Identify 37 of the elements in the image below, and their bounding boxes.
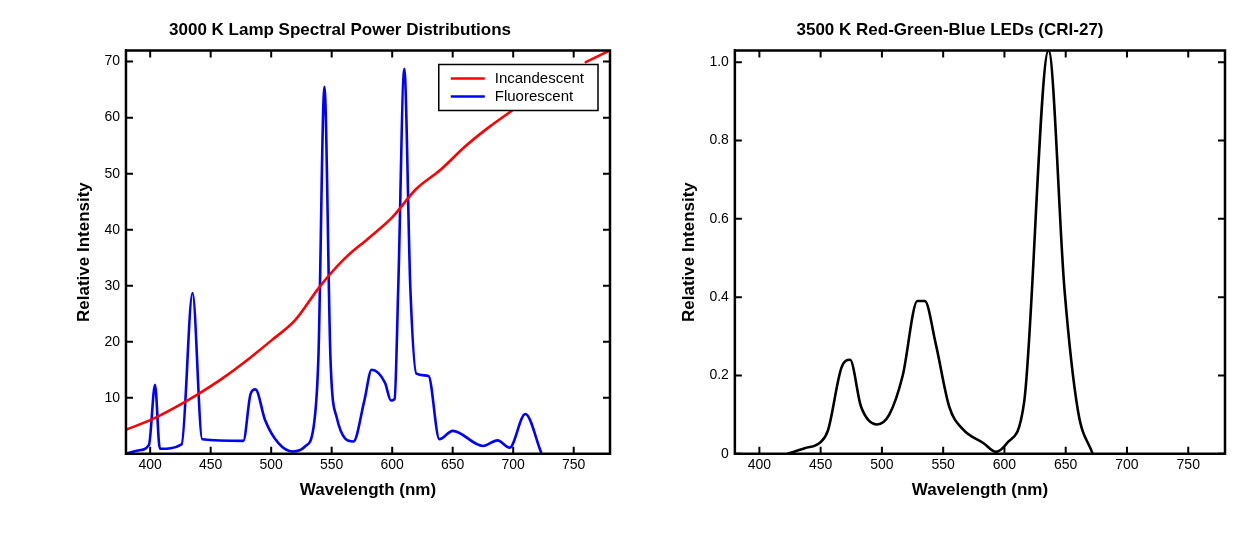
y-tick-label: 0.4	[709, 288, 730, 304]
y-tick-label: 20	[104, 332, 121, 349]
y-tick-label: 50	[104, 164, 121, 181]
y-tick-label: 0	[721, 444, 730, 461]
x-tick-label: 600	[380, 456, 405, 473]
y-tick-label: 40	[104, 220, 121, 237]
chart-title: 3500 K Red-Green-Blue LEDs (CRI-27)	[796, 19, 1104, 39]
legend-label: Incandescent	[494, 68, 585, 86]
y-tick-label: 60	[104, 108, 121, 125]
x-axis-title: Wavelength (nm)	[911, 480, 1049, 500]
y-tick-label: 30	[104, 276, 121, 293]
y-tick-label: 0.6	[709, 209, 730, 226]
chart-title: 3000 K Lamp Spectral Power Distributions	[169, 19, 511, 39]
x-tick-label: 500	[259, 456, 284, 473]
y-tick-label: 70	[104, 52, 121, 69]
x-tick-label: 450	[199, 456, 223, 473]
y-tick-label: 0.2	[709, 366, 730, 383]
x-tick-label: 600	[992, 456, 1017, 473]
y-axis-title: Relative Intensity	[678, 181, 698, 323]
x-tick-label: 650	[1054, 456, 1078, 473]
x-tick-label: 650	[441, 456, 465, 473]
x-tick-label: 700	[1115, 456, 1139, 473]
y-tick-label: 1.0	[709, 53, 730, 70]
x-tick-label: 550	[320, 456, 344, 473]
x-tick-label: 400	[747, 456, 772, 473]
legend-label: Fluorescent	[494, 86, 574, 104]
y-axis-title: Relative Intensity	[73, 181, 93, 323]
x-tick-label: 400	[138, 456, 163, 473]
x-tick-label: 550	[931, 456, 956, 473]
x-tick-label: 750	[1176, 456, 1201, 473]
x-tick-label: 450	[808, 456, 833, 473]
y-tick-label: 10	[104, 388, 121, 405]
x-axis-title: Wavelength (nm)	[299, 480, 437, 500]
x-tick-label: 750	[562, 456, 586, 473]
y-tick-label: 0.8	[709, 131, 730, 148]
x-tick-label: 500	[870, 456, 894, 473]
x-tick-label: 700	[501, 456, 526, 473]
